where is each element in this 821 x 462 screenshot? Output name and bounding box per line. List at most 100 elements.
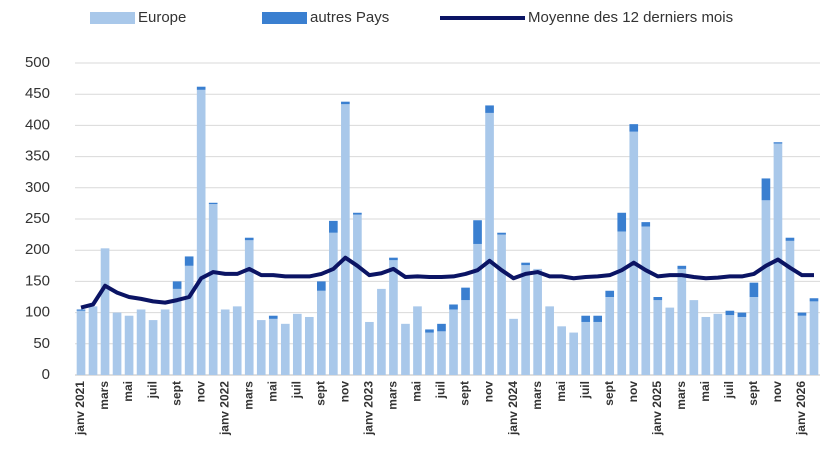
x-tick-label: sept	[314, 381, 328, 406]
bar-segment	[521, 265, 530, 375]
bar-segment	[256, 320, 266, 375]
x-tick-label: mars	[674, 381, 688, 410]
bar-segment	[76, 309, 86, 311]
bar-segment	[461, 287, 470, 301]
x-tick-label: mars	[97, 381, 111, 410]
bar-segment	[785, 240, 795, 375]
bar-segment	[280, 323, 290, 375]
y-tick-label: 100	[25, 304, 50, 321]
x-tick-label: nov	[626, 381, 640, 403]
bar-segment	[473, 220, 482, 244]
bar-segment	[749, 282, 759, 297]
bar-segment	[425, 329, 434, 333]
bar-segment	[641, 226, 651, 375]
bar-segment	[725, 310, 735, 316]
bar-segment	[473, 243, 482, 375]
bar-segment	[725, 315, 735, 375]
bar-segment	[401, 323, 410, 375]
bar-segment	[617, 212, 627, 232]
bar-segment	[653, 297, 663, 301]
y-tick-label: 350	[25, 148, 50, 165]
x-tick-label: sept	[169, 381, 183, 406]
x-tick-label: janv 2026	[794, 381, 808, 436]
bar-segment	[593, 321, 603, 375]
bar-segment	[665, 307, 675, 375]
average-line	[80, 255, 814, 310]
x-tick-label: mai	[554, 381, 568, 402]
y-tick-label: 450	[25, 85, 50, 102]
bar-segment	[581, 315, 591, 322]
x-tick-label: nov	[482, 381, 496, 403]
bar-segment	[485, 112, 494, 376]
bar-segment	[244, 240, 254, 375]
y-tick-label: 200	[25, 241, 50, 258]
bar-segment	[124, 315, 134, 375]
y-tick-label: 250	[25, 210, 50, 227]
bar-segment	[797, 312, 807, 316]
bar-segment	[797, 315, 807, 375]
legend-label: Europe	[138, 9, 186, 26]
bar-segment	[497, 232, 506, 235]
bar-segment	[581, 321, 591, 375]
bar-segment	[737, 312, 747, 317]
bar-segment	[88, 306, 98, 375]
bar-segment	[437, 331, 446, 375]
bar-segment	[76, 310, 86, 375]
x-tick-label: mai	[265, 381, 279, 402]
bar-segment	[148, 320, 158, 375]
bar-segment	[292, 313, 302, 375]
bar-segment	[617, 231, 627, 375]
bar-segment	[629, 124, 639, 132]
bar-segment	[112, 312, 122, 375]
x-tick-label: juil	[722, 381, 736, 399]
x-tick-label: mai	[121, 381, 135, 402]
bar-segment	[461, 300, 470, 375]
bar-segment	[365, 321, 374, 375]
bar-segment	[184, 256, 194, 266]
y-tick-label: 50	[33, 335, 50, 352]
bar-segment	[413, 306, 422, 375]
bar-segment	[677, 265, 687, 269]
y-tick-label: 150	[25, 272, 50, 289]
x-tick-label: sept	[458, 381, 472, 406]
bar-segment	[701, 316, 711, 375]
x-tick-label: mai	[410, 381, 424, 402]
bar-segment	[629, 131, 639, 375]
bar-segment	[809, 301, 819, 375]
x-tick-label: nov	[193, 381, 207, 403]
bar-segment	[341, 101, 350, 105]
bar-segment	[773, 142, 783, 144]
bar-segment	[329, 232, 338, 375]
x-tick-label: nov	[338, 381, 352, 403]
bar-segment	[172, 281, 182, 289]
y-tick-label: 300	[25, 179, 50, 196]
bar-segment	[785, 237, 795, 241]
legend-label: autres Pays	[310, 9, 389, 26]
bar-segment	[713, 313, 723, 375]
bar-segment	[172, 288, 182, 375]
bar-segment	[485, 105, 494, 113]
x-tick-label: janv 2021	[73, 381, 87, 436]
x-tick-label: janv 2024	[506, 381, 520, 436]
bar-segment	[749, 297, 759, 375]
legend-swatch	[262, 12, 307, 24]
y-tick-label: 500	[25, 54, 50, 71]
x-tick-label: juil	[434, 381, 448, 399]
bar-segment	[605, 290, 615, 297]
y-tick-label: 400	[25, 116, 50, 133]
x-tick-label: juil	[289, 381, 303, 399]
x-tick-label: mars	[386, 381, 400, 410]
bar-segment	[232, 306, 242, 375]
bar-segment	[497, 234, 506, 375]
x-tick-label: janv 2022	[217, 381, 231, 436]
bar-segment	[761, 178, 771, 201]
bar-segment	[389, 260, 398, 375]
bar-segment	[317, 281, 326, 291]
bar-segment	[509, 318, 518, 375]
bar-segment	[268, 315, 278, 319]
bar-segment	[737, 316, 747, 375]
bar-segment	[677, 268, 687, 375]
x-tick-label: nov	[770, 381, 784, 403]
bar-segment	[569, 332, 578, 375]
